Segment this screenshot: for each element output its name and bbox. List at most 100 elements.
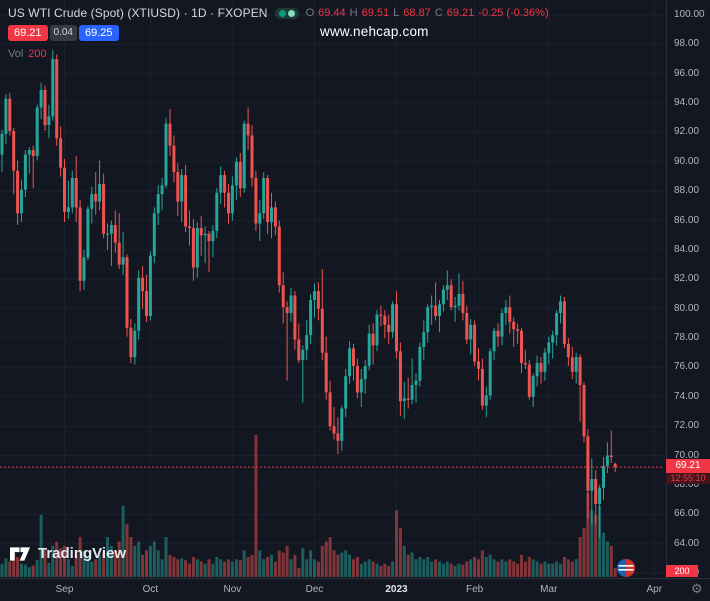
low-value: 68.87 [403,7,431,19]
bid-price-badge[interactable]: 69.21 [8,25,48,41]
status-dot-icon [278,9,286,17]
volume-bar [16,557,20,577]
volume-bar [98,554,102,577]
volume-bar [316,561,320,577]
price-axis[interactable]: 100.00 98.00 96.00 94.00 92.00 90.00 88.00 86.0… [666,0,710,578]
candle [66,207,70,212]
volume-value: 200 [28,48,47,60]
volume-bar [277,550,281,577]
volume-bar [598,506,602,577]
candle [258,213,262,224]
fxopen-logo-icon[interactable] [616,558,636,583]
candlestick-chart[interactable] [0,0,666,578]
current-price-tag: 69.21 12:55:10 [666,459,710,485]
volume-bar [309,550,313,577]
status-dot-icon [287,9,295,17]
candle [508,307,512,322]
chart-legend: US WTI Crude (Spot) (XTIUSD) · 1D · FXOP… [8,6,549,60]
volume-bar [109,545,113,577]
candle [301,349,305,361]
volume-bar [367,559,371,578]
candle [402,398,406,402]
price-tick-label: 68.00 [674,478,700,490]
candle [211,230,215,242]
candle [8,98,12,131]
volume-bar [379,565,383,577]
volume-bar [78,537,82,577]
candle [313,291,316,300]
volume-bar [242,550,246,577]
candle [586,436,590,491]
volume-bar [465,561,469,577]
candle [363,366,367,380]
price-tick-label: 92.00 [674,126,700,138]
volume-bar [39,514,43,577]
candle [418,346,422,381]
volume-bar [4,558,8,577]
tradingview-logo[interactable]: TradingView [10,545,126,562]
time-axis[interactable]: Sep Oct Nov Dec 2023 Feb Mar Apr [0,578,710,601]
volume-bar [172,557,176,577]
candle [51,59,55,117]
volume-bar [129,537,133,577]
volume-bar [86,557,90,577]
volume-bar [121,506,125,577]
settings-gear-icon[interactable]: ⚙ [691,581,703,596]
volume-bar [191,557,195,577]
volume-label[interactable]: Vol [8,48,24,60]
bar-countdown-timer: 12:55:10 [666,473,710,485]
volume-bar [203,563,207,577]
price-tick-label: 100.00 [674,9,705,20]
volume-bar [117,541,121,577]
candle [574,357,578,372]
volume-bar [262,559,266,578]
symbol-title[interactable]: US WTI Crude (Spot) (XTIUSD) · 1D · FXOP… [8,6,268,20]
volume-bar [285,545,289,577]
market-status-indicator-icon[interactable] [274,7,299,19]
volume-bar [539,563,543,577]
volume-bar [94,559,98,578]
candle [285,307,289,314]
candle [598,487,602,504]
volume-bar [457,563,461,577]
volume-bar [273,561,277,577]
volume-bar [492,559,496,578]
candle [371,333,375,346]
candle [438,304,441,316]
volume-bar [355,557,359,577]
candle [566,343,570,358]
time-tick-label: Oct [142,584,159,595]
price-tick-label: 98.00 [674,38,700,50]
candle [35,107,39,156]
volume-bar [535,561,539,577]
price-tick-label: 78.00 [674,332,700,344]
candle [82,257,86,281]
candle [102,183,106,234]
volume-bar [8,561,12,577]
candle [23,154,27,190]
candle [516,329,520,331]
volume-bar [332,550,336,577]
volume-bar [473,557,477,577]
close-label: C [434,7,443,19]
candle [156,194,160,214]
volume-bar [375,563,379,577]
tradingview-brand-text: TradingView [38,545,127,562]
candle [121,257,125,265]
candle [457,294,461,306]
candle [527,364,531,397]
volume-bar [113,550,117,577]
candle [523,363,527,365]
volume-bar [258,550,262,577]
volume-bar [578,537,582,577]
volume-row: Vol 200 [8,48,549,60]
candle [172,145,176,173]
candle [160,185,164,195]
volume-bar [223,561,227,577]
volume-bar [602,532,605,577]
ask-price-badge[interactable]: 69.25 [79,25,119,41]
candle [180,175,184,202]
volume-bar [215,557,219,577]
volume-bar [0,563,4,577]
candle [379,314,383,317]
